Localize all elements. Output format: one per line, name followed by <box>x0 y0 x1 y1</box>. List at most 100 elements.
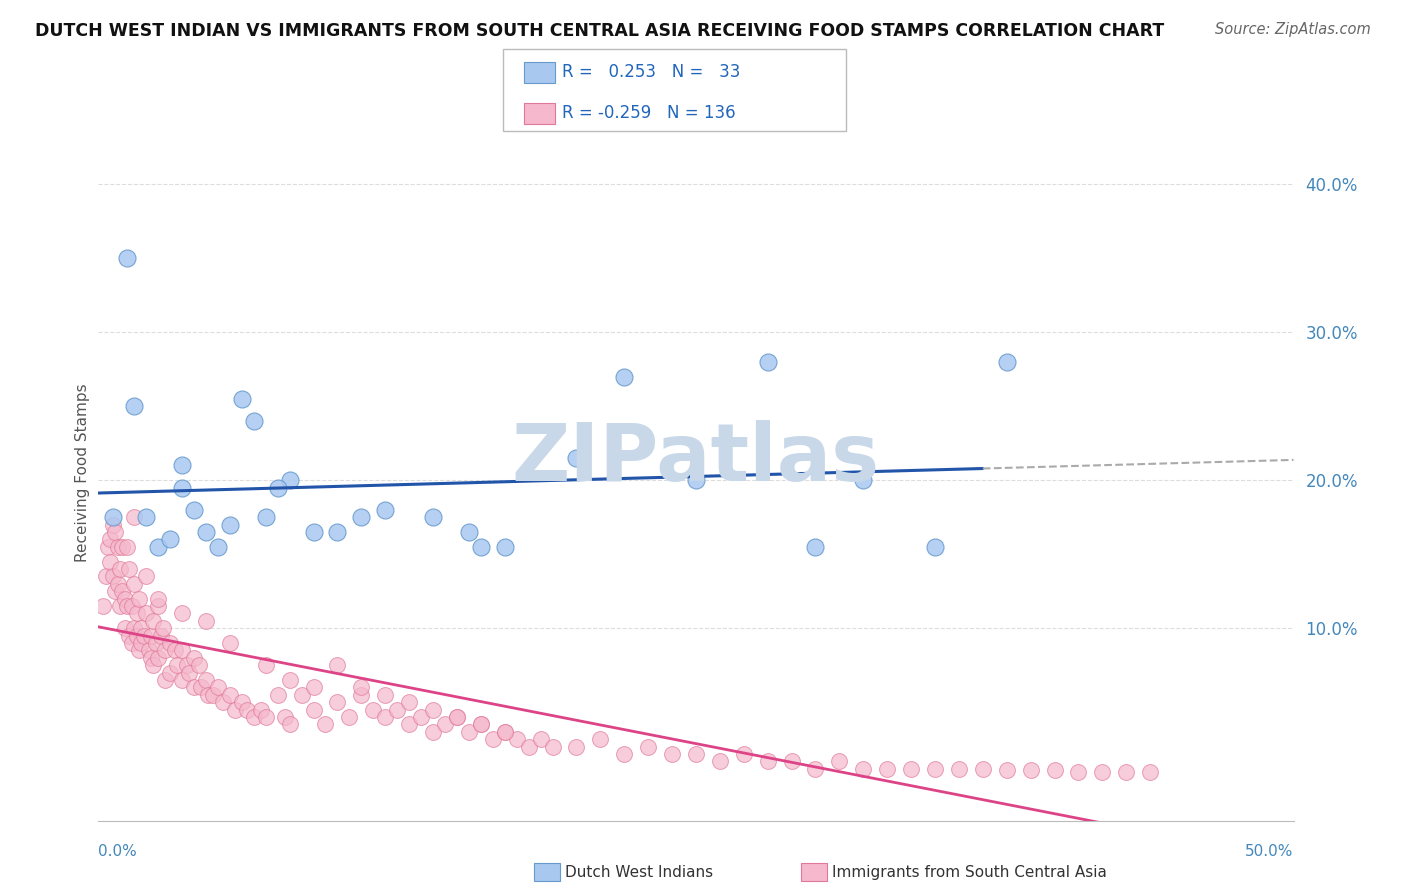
Point <box>166 658 188 673</box>
Point <box>159 665 181 680</box>
Point <box>326 658 349 673</box>
Point <box>94 569 117 583</box>
Point <box>207 540 229 554</box>
Point <box>278 473 301 487</box>
Point <box>243 414 266 428</box>
Point <box>828 755 851 769</box>
Point <box>159 533 181 547</box>
Point <box>159 636 181 650</box>
Point <box>104 584 127 599</box>
Point <box>756 755 779 769</box>
Point <box>172 643 194 657</box>
Point <box>149 629 172 643</box>
Point <box>107 576 129 591</box>
Point <box>470 540 492 554</box>
Point <box>685 473 707 487</box>
Point <box>541 739 564 754</box>
Point <box>290 688 312 702</box>
Point <box>780 755 803 769</box>
Point <box>138 643 160 657</box>
Point <box>1139 764 1161 779</box>
Point <box>163 643 186 657</box>
Point <box>385 703 409 717</box>
Point <box>148 591 170 606</box>
Text: Dutch West Indians: Dutch West Indians <box>565 865 713 880</box>
Point <box>852 473 875 487</box>
Point <box>363 703 385 717</box>
Point <box>529 732 551 747</box>
Point <box>852 762 875 776</box>
Point <box>302 703 325 717</box>
Point <box>446 710 468 724</box>
Point <box>433 717 456 731</box>
Point <box>374 502 396 516</box>
Point <box>108 599 131 613</box>
Point <box>114 591 136 606</box>
Point <box>125 607 148 621</box>
Point <box>398 717 420 731</box>
Point <box>224 703 246 717</box>
Point <box>302 681 325 695</box>
Point <box>183 502 205 516</box>
Point <box>756 355 779 369</box>
Text: Source: ZipAtlas.com: Source: ZipAtlas.com <box>1215 22 1371 37</box>
Point <box>124 576 146 591</box>
Point <box>374 688 396 702</box>
Text: 0.0%: 0.0% <box>98 845 138 859</box>
Point <box>1115 764 1137 779</box>
Point <box>108 562 131 576</box>
Point <box>422 724 444 739</box>
Point <box>194 614 217 628</box>
Text: 50.0%: 50.0% <box>1246 845 1294 859</box>
Point <box>613 369 636 384</box>
Text: R = -0.259   N = 136: R = -0.259 N = 136 <box>562 104 735 122</box>
Point <box>131 621 153 635</box>
Point <box>995 764 1018 778</box>
Point <box>565 739 588 754</box>
Point <box>326 695 349 709</box>
Point <box>194 673 217 687</box>
Point <box>128 591 150 606</box>
Point <box>458 524 481 539</box>
Point <box>139 650 162 665</box>
Point <box>98 533 122 547</box>
Point <box>374 710 396 724</box>
Point <box>254 710 277 724</box>
Point <box>302 524 325 539</box>
Point <box>219 688 242 702</box>
Point <box>494 724 516 739</box>
Point <box>111 540 134 554</box>
Point <box>152 621 174 635</box>
Point <box>350 688 373 702</box>
Point <box>104 524 127 539</box>
Point <box>121 636 143 650</box>
Point <box>183 681 205 695</box>
Point <box>172 458 194 473</box>
Point <box>494 724 516 739</box>
Point <box>494 540 516 554</box>
Point <box>804 762 827 776</box>
Point <box>924 762 946 776</box>
Point <box>254 658 277 673</box>
Point <box>124 510 146 524</box>
Point <box>187 658 209 673</box>
Point <box>900 762 922 776</box>
Point <box>107 540 129 554</box>
Point <box>254 510 277 524</box>
Point <box>267 688 290 702</box>
Point <box>995 355 1018 369</box>
Point <box>637 739 659 754</box>
Point <box>101 510 124 524</box>
Point <box>470 717 492 731</box>
Point <box>685 747 707 761</box>
Point <box>172 673 194 687</box>
Point <box>972 762 994 776</box>
Point <box>398 695 420 709</box>
Point <box>274 710 297 724</box>
Point <box>422 703 444 717</box>
Point <box>155 643 177 657</box>
Point <box>517 739 540 754</box>
Point <box>145 636 167 650</box>
Point <box>172 481 194 495</box>
Point <box>139 629 162 643</box>
